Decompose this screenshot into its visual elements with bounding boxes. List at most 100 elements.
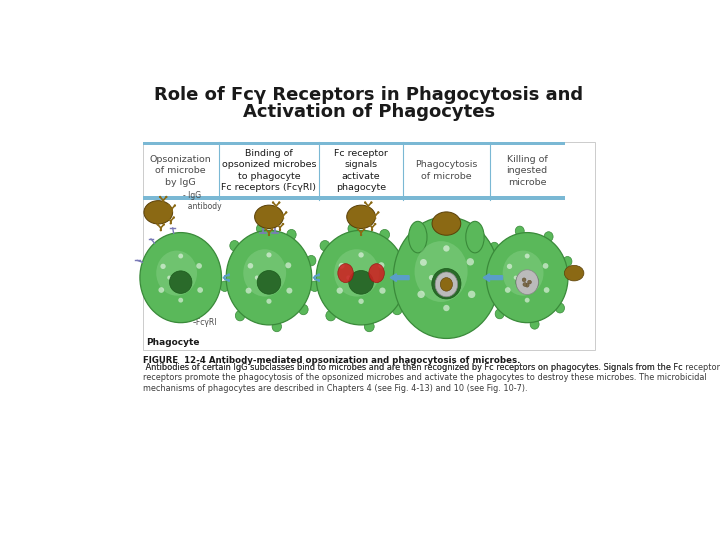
Ellipse shape xyxy=(272,321,282,332)
Ellipse shape xyxy=(230,240,239,251)
Ellipse shape xyxy=(257,271,281,294)
Text: Killing of
ingested
microbe: Killing of ingested microbe xyxy=(507,155,548,187)
Circle shape xyxy=(338,263,345,269)
Ellipse shape xyxy=(310,281,320,292)
Ellipse shape xyxy=(544,232,553,241)
Circle shape xyxy=(525,298,530,302)
Ellipse shape xyxy=(480,281,490,291)
Bar xyxy=(219,197,319,200)
Bar xyxy=(490,142,564,145)
Circle shape xyxy=(505,287,510,293)
Ellipse shape xyxy=(379,230,390,240)
Circle shape xyxy=(467,258,474,266)
FancyArrow shape xyxy=(390,274,409,281)
Ellipse shape xyxy=(393,217,500,339)
Circle shape xyxy=(282,217,284,219)
Ellipse shape xyxy=(556,303,564,313)
Circle shape xyxy=(276,223,278,225)
Ellipse shape xyxy=(516,226,524,236)
Ellipse shape xyxy=(287,230,296,240)
Ellipse shape xyxy=(369,264,384,282)
Circle shape xyxy=(272,201,274,204)
Circle shape xyxy=(371,228,373,231)
Ellipse shape xyxy=(564,265,584,281)
Circle shape xyxy=(279,211,282,213)
Text: FIGURE  12-4 Antibody-mediated opsonization and phagocytosis of microbes.: FIGURE 12-4 Antibody-mediated opsonizati… xyxy=(143,356,521,365)
Ellipse shape xyxy=(299,305,308,315)
Circle shape xyxy=(166,217,168,219)
Circle shape xyxy=(169,222,172,225)
Text: –FcγRI: –FcγRI xyxy=(193,318,217,327)
Circle shape xyxy=(160,229,162,231)
Circle shape xyxy=(374,217,377,219)
Ellipse shape xyxy=(400,255,410,266)
Circle shape xyxy=(167,275,171,280)
Circle shape xyxy=(156,223,159,226)
Text: Binding of
opsonized microbes
to phagocyte
Fc receptors (FcγRI): Binding of opsonized microbes to phagocy… xyxy=(222,149,317,192)
Circle shape xyxy=(162,201,164,204)
Ellipse shape xyxy=(235,310,245,321)
Circle shape xyxy=(420,259,427,266)
Circle shape xyxy=(197,263,202,269)
Circle shape xyxy=(246,288,251,294)
Circle shape xyxy=(268,234,270,236)
Circle shape xyxy=(255,275,259,280)
Ellipse shape xyxy=(348,224,358,234)
Circle shape xyxy=(526,284,529,287)
Ellipse shape xyxy=(415,241,467,302)
Circle shape xyxy=(168,204,170,207)
Circle shape xyxy=(179,298,183,302)
Bar xyxy=(143,142,219,145)
Ellipse shape xyxy=(316,231,406,325)
Text: Antibodies of certain IgG subclasses bind to microbes and are then recognized by: Antibodies of certain IgG subclasses bin… xyxy=(143,363,720,372)
Circle shape xyxy=(379,287,386,294)
Ellipse shape xyxy=(503,251,544,295)
Circle shape xyxy=(523,282,527,286)
Text: Activation of Phagocytes: Activation of Phagocytes xyxy=(243,103,495,122)
Ellipse shape xyxy=(320,240,330,251)
Ellipse shape xyxy=(156,251,197,295)
Bar xyxy=(403,197,490,200)
Circle shape xyxy=(179,254,183,259)
Circle shape xyxy=(266,299,271,304)
Ellipse shape xyxy=(466,221,484,253)
Circle shape xyxy=(531,287,536,292)
Circle shape xyxy=(163,223,165,226)
Circle shape xyxy=(279,228,281,231)
Circle shape xyxy=(174,204,176,207)
Circle shape xyxy=(248,263,253,268)
Text: Fc receptor
signals
activate
phagocyte: Fc receptor signals activate phagocyte xyxy=(334,149,388,192)
Ellipse shape xyxy=(307,255,316,266)
Circle shape xyxy=(444,305,449,311)
Ellipse shape xyxy=(226,231,312,325)
Circle shape xyxy=(366,288,370,292)
Circle shape xyxy=(287,288,292,294)
Bar xyxy=(143,197,219,200)
Ellipse shape xyxy=(364,321,374,332)
Circle shape xyxy=(371,211,373,213)
Circle shape xyxy=(285,262,292,268)
Ellipse shape xyxy=(409,221,427,253)
Text: Phagocyte: Phagocyte xyxy=(146,338,199,347)
Ellipse shape xyxy=(516,271,539,293)
Circle shape xyxy=(357,228,359,231)
Ellipse shape xyxy=(334,249,379,296)
Ellipse shape xyxy=(243,249,286,296)
Ellipse shape xyxy=(140,233,222,323)
Ellipse shape xyxy=(326,310,336,321)
Circle shape xyxy=(368,223,370,225)
Ellipse shape xyxy=(348,271,374,294)
Ellipse shape xyxy=(530,319,539,329)
Circle shape xyxy=(359,299,364,304)
Circle shape xyxy=(165,196,168,198)
Circle shape xyxy=(275,207,277,210)
Ellipse shape xyxy=(256,224,266,234)
Ellipse shape xyxy=(435,272,458,297)
Circle shape xyxy=(364,201,366,204)
Circle shape xyxy=(507,264,512,269)
Circle shape xyxy=(359,252,364,258)
Circle shape xyxy=(451,291,457,296)
Circle shape xyxy=(363,228,365,231)
Circle shape xyxy=(418,291,425,298)
Text: Phagocytosis
of microbe: Phagocytosis of microbe xyxy=(415,160,477,181)
